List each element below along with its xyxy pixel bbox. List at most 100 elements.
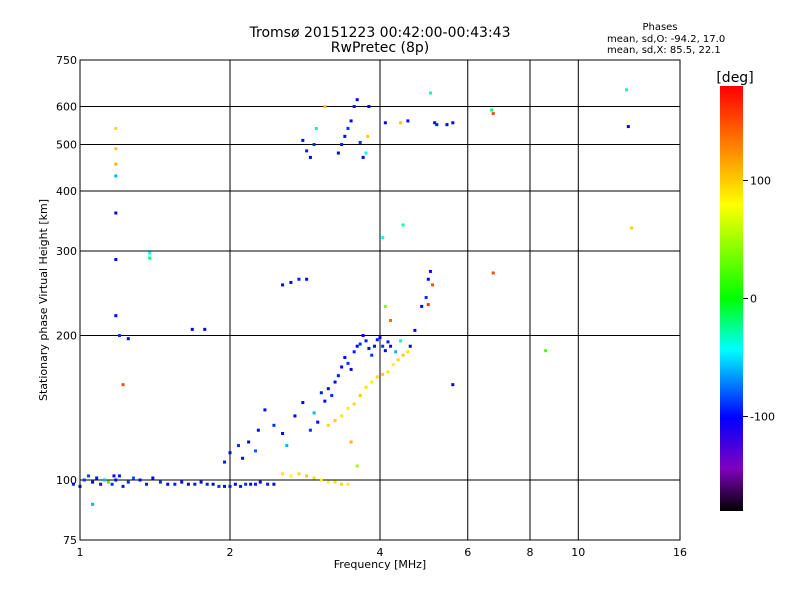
data-point (336, 151, 340, 155)
data-point (117, 474, 121, 478)
data-point (352, 350, 356, 354)
data-point (367, 346, 371, 350)
data-point (333, 480, 337, 484)
data-point (253, 449, 257, 453)
data-point (233, 482, 237, 486)
data-point (424, 296, 428, 300)
data-point (308, 155, 312, 159)
data-point (426, 303, 430, 307)
data-point (352, 105, 356, 109)
data-point (281, 283, 285, 287)
data-point (355, 464, 359, 468)
data-point (349, 440, 353, 444)
data-point (340, 482, 344, 486)
data-point (205, 482, 209, 486)
data-point (389, 318, 393, 322)
data-point (186, 482, 190, 486)
y-tick-label: 200 (56, 330, 77, 343)
data-point (491, 112, 495, 116)
data-point (126, 480, 130, 484)
data-point (253, 482, 257, 486)
y-tick-label: 400 (56, 185, 77, 198)
data-point (378, 336, 382, 340)
data-point (91, 502, 95, 506)
data-point (358, 342, 362, 346)
data-point (312, 411, 316, 415)
data-point (364, 151, 368, 155)
data-point (99, 482, 103, 486)
data-point (370, 353, 374, 357)
data-point (91, 480, 95, 484)
data-point (312, 143, 316, 147)
data-point (401, 353, 405, 357)
data-point (381, 372, 385, 376)
data-point (305, 277, 309, 281)
data-point (110, 482, 114, 486)
data-point (281, 472, 285, 476)
data-point (319, 391, 323, 395)
colorbar-tick-label: 100 (750, 174, 771, 187)
data-point (180, 480, 184, 484)
data-point (625, 88, 629, 92)
data-point (323, 105, 327, 109)
data-point (420, 304, 424, 308)
data-point (223, 484, 227, 488)
x-tick-label: 2 (227, 546, 234, 559)
data-point (138, 478, 142, 482)
data-point (301, 401, 305, 405)
chart-title: Tromsø 20151223 00:42:00-00:43:43 (249, 25, 511, 41)
data-point (305, 474, 309, 478)
data-point (391, 363, 395, 367)
colorbar-label: [deg] (716, 70, 753, 86)
data-point (314, 126, 318, 130)
data-point (190, 327, 194, 331)
data-point (383, 121, 387, 125)
data-point (375, 375, 379, 379)
data-point (297, 472, 301, 476)
data-point (151, 476, 155, 480)
data-point (114, 258, 118, 262)
x-axis-label: Frequency [MHz] (334, 558, 426, 571)
y-tick-label: 300 (56, 245, 77, 258)
data-point (249, 482, 253, 486)
data-point (121, 383, 125, 387)
data-point (366, 134, 370, 138)
data-point (114, 147, 118, 151)
data-point (383, 349, 387, 353)
data-point (346, 406, 350, 410)
data-point (386, 370, 390, 374)
data-point (451, 121, 455, 125)
data-point (114, 174, 118, 178)
data-point (428, 91, 432, 95)
data-point (358, 394, 362, 398)
data-point (352, 402, 356, 406)
data-point (333, 380, 337, 384)
data-point (358, 140, 362, 144)
data-point (86, 474, 90, 478)
x-tick-label: 6 (464, 546, 471, 559)
x-tick-label: 8 (527, 546, 534, 559)
data-point (319, 478, 323, 482)
data-point (114, 314, 118, 318)
data-point (401, 223, 405, 227)
data-point (145, 482, 149, 486)
stats-o-line: mean, sd,O: -94.2, 17.0 (607, 34, 726, 45)
data-point (247, 440, 251, 444)
data-point (355, 344, 359, 348)
x-tick-label: 4 (377, 546, 384, 559)
axis-ticks: 1 2 4 6 8 10 16 75 100 200 300 400 500 600 750 (56, 54, 687, 559)
data-point (375, 338, 379, 342)
data-point (413, 328, 417, 332)
data-point (406, 119, 410, 123)
data-point (355, 98, 359, 102)
data-point (399, 121, 403, 125)
data-point (211, 482, 215, 486)
data-point (266, 482, 270, 486)
data-point (399, 339, 403, 343)
data-point (112, 474, 116, 478)
data-point (223, 460, 227, 464)
data-point (349, 367, 353, 371)
data-point (346, 126, 350, 130)
data-point (158, 480, 162, 484)
